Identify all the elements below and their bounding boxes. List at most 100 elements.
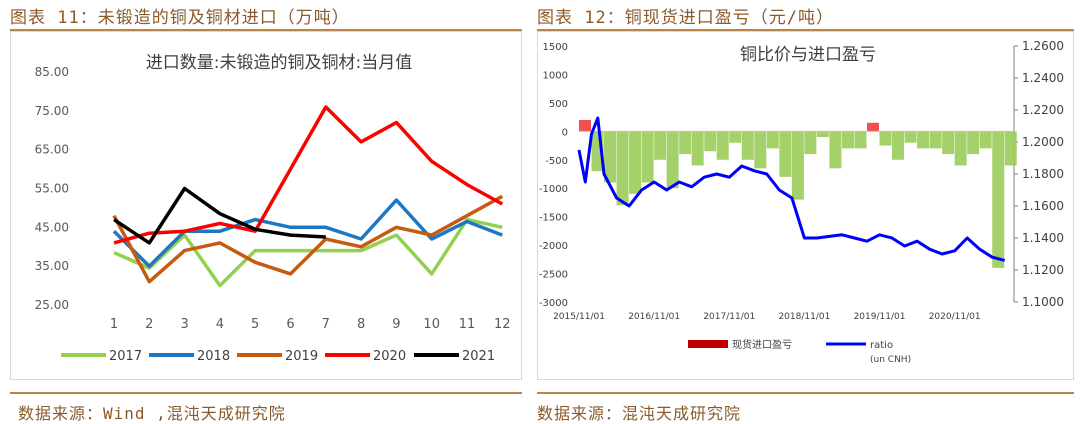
left-figure-source: 数据来源：Wind ,混沌天成研究院: [18, 404, 286, 423]
profit-bar: [854, 131, 867, 149]
right-source-rule: [537, 392, 1074, 394]
left-figure-caption: 图表 11：未锻造的铜及铜材进口（万吨）: [10, 8, 350, 28]
left-source-rule: [10, 392, 522, 394]
y-tick-label: -1000: [539, 184, 568, 195]
profit-bar: [691, 131, 704, 166]
profit-bar: [841, 131, 854, 149]
x-tick-label: 7: [322, 317, 330, 332]
chart-title: 铜比价与进口盈亏: [740, 45, 876, 65]
x-tick-label: 9: [392, 317, 400, 332]
legend-label-profit: 现货进口盈亏: [732, 338, 792, 351]
profit-bar: [816, 131, 829, 138]
right-figure-source: 数据来源：混沌天成研究院: [537, 404, 742, 423]
profit-bar: [704, 131, 717, 152]
right-chart: 铜比价与进口盈亏 -3000 -2500 -2000 -1500 -1000 -500 0 50…: [539, 39, 1064, 365]
profit-bar: [967, 131, 980, 155]
y-tick-label: 1500: [543, 42, 568, 53]
y-tick-label: 55.00: [35, 182, 69, 196]
x-tick-label: 5: [251, 317, 259, 332]
legend-label-2017: 2017: [109, 349, 142, 364]
profit-bar: [879, 131, 892, 146]
profit-bar: [867, 122, 879, 132]
profit-bar: [954, 131, 967, 166]
profit-bar: [654, 131, 667, 160]
y2-tick-label: 1.1400: [1022, 231, 1064, 245]
legend-label-2018: 2018: [197, 349, 230, 364]
y-tick-label: 500: [549, 99, 568, 110]
profit-bar: [766, 131, 779, 149]
x-tick-label: 1: [110, 317, 118, 332]
right-caption-rule: [537, 29, 1074, 31]
profit-bar: [917, 131, 930, 149]
y2-tick-label: 1.2400: [1022, 71, 1064, 85]
legend-label-2020: 2020: [373, 349, 406, 364]
chart-title: 进口数量:未锻造的铜及铜材:当月值: [146, 53, 412, 73]
profit-bar: [754, 131, 767, 169]
profit-bar: [904, 131, 917, 143]
profit-bar: [679, 131, 692, 155]
profit-bar: [604, 131, 617, 183]
y2-tick-label: 1.2600: [1022, 39, 1064, 53]
profit-bar: [829, 131, 842, 169]
legend-swatch-profit: [688, 340, 728, 348]
y-tick-label: -3000: [539, 298, 568, 309]
y-tick-label: 85.00: [35, 65, 69, 79]
x-tick-label: 2020/11/01: [929, 312, 981, 322]
y2-tick-label: 1.1000: [1022, 295, 1064, 309]
right-chart-panel: 铜比价与进口盈亏 -3000 -2500 -2000 -1500 -1000 -500 0 50…: [537, 31, 1074, 380]
y-tick-label: -1500: [539, 213, 568, 224]
series-line-2019: [112, 194, 504, 284]
x-tick-label: 6: [286, 317, 294, 332]
x-tick-label: 2019/11/01: [854, 312, 906, 322]
y-tick-label: 65.00: [35, 143, 69, 157]
profit-bar: [579, 119, 591, 132]
y-tick-label: 45.00: [35, 220, 69, 234]
legend-label-ratio-note: (un CNH): [870, 355, 911, 365]
x-tick-label: 2017/11/01: [703, 312, 755, 322]
profit-bar: [979, 131, 992, 149]
x-tick-label: 10: [423, 317, 440, 332]
profit-bar: [942, 131, 955, 155]
left-chart: 进口数量:未锻造的铜及铜材:当月值 25.00 35.00 45.00 55.00 65.…: [35, 53, 511, 364]
profit-bar: [741, 131, 754, 160]
series-line-2017: [113, 217, 503, 288]
legend-label-2021: 2021: [462, 349, 495, 364]
profit-bar: [616, 131, 629, 206]
x-tick-label: 3: [180, 317, 188, 332]
profit-bar: [641, 131, 654, 183]
profit-bar: [666, 131, 679, 189]
profit-bar: [716, 131, 729, 160]
x-tick-label: 4: [216, 317, 224, 332]
y-tick-label: 75.00: [35, 104, 69, 118]
profit-bar: [892, 131, 905, 160]
left-chart-panel: 进口数量:未锻造的铜及铜材:当月值 25.00 35.00 45.00 55.00 65.…: [10, 31, 522, 380]
profit-bar: [929, 131, 942, 149]
y-tick-label: 25.00: [35, 298, 69, 312]
left-caption-rule: [10, 29, 522, 31]
profit-bar: [729, 131, 742, 143]
y-tick-label: -2500: [539, 270, 568, 281]
x-tick-label: 2: [145, 317, 153, 332]
series-line-2018: [112, 198, 503, 268]
legend-label-ratio: ratio: [870, 340, 893, 351]
y2-tick-label: 1.2000: [1022, 135, 1064, 149]
y-tick-label: 1000: [543, 70, 568, 81]
series-line-2021: [113, 186, 326, 245]
x-tick-label: 8: [357, 317, 365, 332]
profit-bar: [629, 131, 642, 194]
y-tick-label: -500: [545, 156, 568, 167]
profit-bar: [804, 131, 817, 155]
x-tick-label: 12: [494, 317, 511, 332]
legend-label-2019: 2019: [285, 349, 318, 364]
profit-bar: [992, 131, 1005, 268]
series-line-2020: [113, 105, 504, 245]
y-tick-label: 35.00: [35, 259, 69, 273]
y-tick-label: -2000: [539, 241, 568, 252]
profit-bar: [779, 131, 792, 177]
y2-tick-label: 1.1800: [1022, 167, 1064, 181]
x-tick-label: 2018/11/01: [778, 312, 830, 322]
y2-tick-label: 1.1600: [1022, 199, 1064, 213]
x-tick-label: 2015/11/01: [553, 312, 605, 322]
right-figure-caption: 图表 12：铜现货进口盈亏（元/吨）: [537, 8, 834, 28]
profit-bar: [1004, 131, 1017, 166]
